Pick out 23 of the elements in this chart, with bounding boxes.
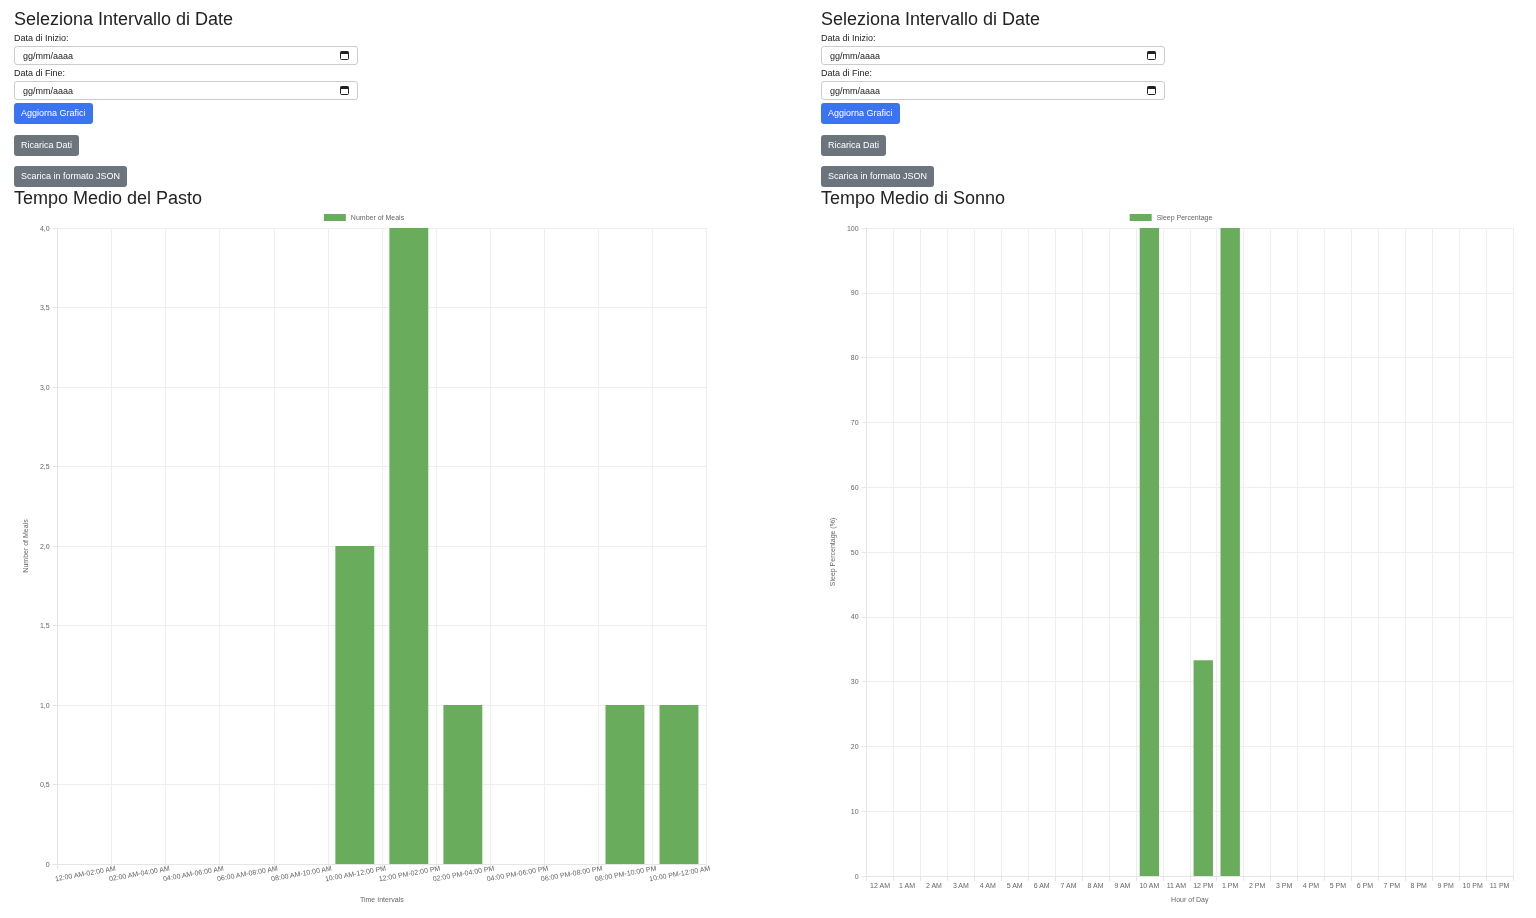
bar — [335, 546, 375, 864]
date-field: gg/mm/aaaa — [14, 81, 358, 100]
bar — [389, 228, 429, 864]
button: Aggiorna Grafici — [821, 103, 900, 124]
button: Ricarica Dati — [821, 135, 886, 156]
bar — [443, 705, 483, 864]
button: Scarica in formato JSON — [821, 166, 935, 187]
button: Ricarica Dati — [14, 135, 79, 156]
button: Scarica in formato JSON — [14, 166, 128, 187]
text: Seleziona Intervallo di Date — [14, 8, 235, 30]
text: Data di Fine: — [14, 68, 67, 78]
bar — [659, 705, 699, 864]
text: Seleziona Intervallo di Date — [821, 8, 1042, 30]
text: Data di Inizio: — [821, 33, 877, 43]
date-field: gg/mm/aaaa — [821, 81, 1165, 100]
text: Data di Fine: — [821, 68, 874, 78]
bar — [605, 705, 645, 864]
date-field: gg/mm/aaaa — [14, 46, 358, 65]
chart-title: Tempo Medio del Pasto — [14, 187, 204, 209]
chart-title: Tempo Medio di Sonno — [821, 187, 1007, 209]
button: Aggiorna Grafici — [14, 103, 93, 124]
date-field: gg/mm/aaaa — [821, 46, 1165, 65]
text: Data di Inizio: — [14, 33, 70, 43]
